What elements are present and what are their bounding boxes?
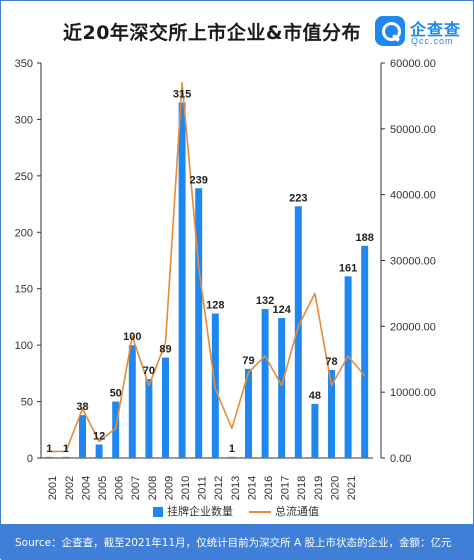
x-tick-label: 2004	[80, 476, 92, 500]
bar-data-label: 1	[229, 443, 235, 455]
bar-series	[46, 103, 368, 459]
bar	[228, 457, 235, 458]
x-tick-label: 2017	[280, 476, 292, 500]
bar	[278, 318, 285, 458]
x-tick-label: 2019	[313, 476, 325, 500]
left-tick-label: 350	[15, 58, 33, 70]
bar-data-label: 128	[206, 300, 224, 312]
right-tick-label: 60000.00	[390, 58, 436, 70]
left-tick-label: 50	[21, 397, 33, 409]
bar-data-label: 48	[309, 390, 321, 402]
right-tick-label: 20000.00	[390, 321, 436, 333]
bar	[145, 379, 152, 458]
x-tick-label: 2009	[163, 476, 175, 500]
bar-data-label: 239	[190, 174, 208, 186]
bar	[96, 444, 103, 458]
legend-line-label: 总流通值	[275, 505, 319, 518]
x-tick-label: 2010	[180, 476, 192, 500]
right-tick-label: 10000.00	[390, 387, 436, 399]
left-tick-label: 0	[27, 453, 33, 465]
x-tick-label: 2001	[47, 476, 59, 500]
left-y-axis: 0 50 100 150 200 250 300 350	[15, 58, 41, 465]
bar-data-label: 188	[356, 232, 374, 244]
bar-data-label: 1	[46, 443, 52, 455]
bar	[62, 457, 69, 458]
x-tick-label: 2002	[64, 476, 76, 500]
bar-data-label: 100	[123, 331, 141, 343]
bar-data-label: 38	[76, 401, 88, 413]
x-axis: 2001 2002 2004 2005 2006 2007 2008 2009 2010 2011…	[41, 458, 373, 500]
right-tick-label: 30000.00	[390, 256, 436, 268]
x-tick-label: 2006	[114, 476, 126, 500]
bar	[361, 246, 368, 458]
right-y-axis: 0.00 10000.00 20000.00 30000.00 40000.00 5000…	[381, 58, 436, 465]
bar-data-label: 50	[110, 388, 122, 400]
right-tick-label: 50000.00	[390, 124, 436, 136]
line-swatch-icon	[249, 511, 271, 513]
bar-data-label: 79	[242, 355, 254, 367]
x-tick-label: 2014	[246, 476, 258, 500]
bar	[179, 103, 186, 459]
x-tick-label: 2016	[263, 476, 275, 500]
chart-legend: 挂牌企业数量 总流通值	[1, 503, 474, 519]
left-tick-label: 100	[15, 340, 33, 352]
x-tick-label: 2021	[346, 476, 358, 500]
bar	[129, 345, 136, 458]
bar-data-label: 315	[173, 89, 191, 101]
bar	[79, 415, 86, 458]
right-tick-label: 0.00	[390, 453, 411, 465]
legend-item-bars: 挂牌企业数量	[153, 503, 233, 519]
bar-data-label: 78	[325, 356, 337, 368]
legend-item-line: 总流通值	[249, 503, 319, 519]
x-tick-label: 2005	[97, 476, 109, 500]
bar	[162, 358, 169, 458]
source-footer: Source：企查查，截至2021年11月，仅统计目前为深交所 A 股上市状态的…	[1, 524, 474, 560]
x-tick-label: 2011	[197, 476, 209, 500]
bar-data-label: 70	[143, 365, 155, 377]
bar	[311, 404, 318, 458]
x-tick-label: 2007	[130, 476, 142, 500]
x-tick-label: 2020	[329, 476, 341, 500]
bar-swatch-icon	[153, 507, 163, 517]
x-tick-label: 2018	[296, 476, 308, 500]
bar	[195, 188, 202, 458]
bar-data-label: 132	[256, 295, 274, 307]
legend-bar-label: 挂牌企业数量	[167, 505, 233, 518]
bar-data-label: 1	[63, 443, 69, 455]
left-tick-label: 250	[15, 171, 33, 183]
right-tick-label: 40000.00	[390, 190, 436, 202]
bar-data-label: 161	[339, 262, 357, 274]
bar-data-label: 223	[289, 192, 307, 204]
bar	[262, 309, 269, 458]
bar-data-label: 124	[273, 304, 292, 316]
x-tick-label: 2008	[147, 476, 159, 500]
left-tick-label: 200	[15, 227, 33, 239]
source-note: Source：企查查，截至2021年11月，仅统计目前为深交所 A 股上市状态的…	[15, 535, 452, 550]
bar	[46, 457, 53, 458]
bar	[345, 276, 352, 458]
x-tick-label: 2012	[213, 476, 225, 500]
left-tick-label: 300	[15, 114, 33, 126]
x-tick-label: 2013	[230, 476, 242, 500]
left-tick-label: 150	[15, 284, 33, 296]
bar-data-label: 12	[93, 430, 105, 442]
bar-data-label: 89	[159, 344, 171, 356]
